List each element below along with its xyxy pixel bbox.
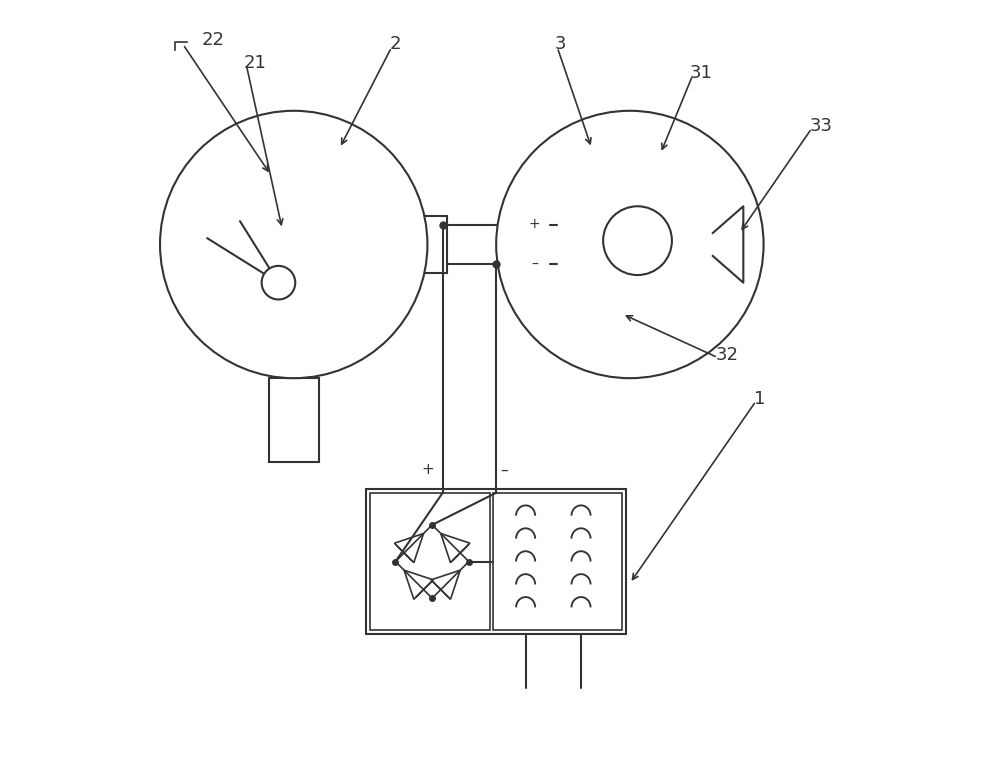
Text: –: – — [500, 462, 508, 478]
Circle shape — [603, 206, 672, 275]
Circle shape — [262, 266, 295, 299]
Text: 32: 32 — [715, 346, 738, 364]
Bar — [704, 233, 713, 256]
Bar — [713, 222, 755, 267]
Bar — [367, 201, 413, 288]
Text: +: + — [421, 462, 434, 478]
Bar — [269, 378, 319, 462]
Text: 31: 31 — [689, 63, 712, 82]
Text: 1: 1 — [754, 390, 765, 408]
Bar — [413, 215, 447, 273]
Bar — [370, 493, 490, 630]
Circle shape — [496, 111, 764, 378]
Text: +: + — [529, 217, 540, 231]
Text: 2: 2 — [389, 35, 401, 53]
Text: 3: 3 — [555, 35, 567, 53]
Bar — [366, 489, 626, 634]
Bar — [519, 206, 550, 283]
Text: 22: 22 — [202, 31, 225, 49]
Text: –: – — [531, 258, 538, 272]
Text: 21: 21 — [244, 53, 267, 72]
Bar — [493, 493, 622, 630]
Text: 33: 33 — [809, 117, 832, 135]
Circle shape — [160, 111, 427, 378]
